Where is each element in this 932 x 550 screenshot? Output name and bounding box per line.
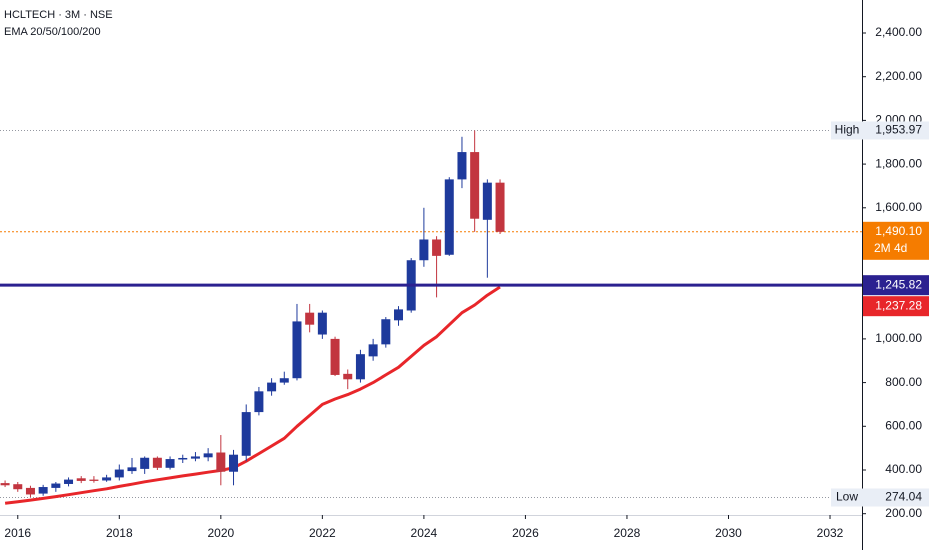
candle-body (279, 378, 289, 383)
y-tick-label: 800.00 (885, 375, 922, 389)
candle-body (140, 457, 150, 469)
x-tick-label: 2016 (4, 526, 31, 540)
low-name: Low (836, 490, 858, 504)
ema-label-box (863, 296, 929, 317)
ema-label: 1,237.28 (875, 298, 922, 312)
candle-body (495, 182, 505, 232)
candle-body (38, 487, 48, 494)
chart-subtitle: EMA 20/50/100/200 (4, 26, 101, 38)
candle-body (419, 239, 429, 261)
y-tick-label: 400.00 (885, 462, 922, 476)
low-label-box (863, 488, 929, 507)
x-tick-label: 2018 (106, 526, 133, 540)
candle-body (203, 453, 213, 458)
candle-body (64, 479, 74, 484)
candle-body (102, 477, 112, 481)
candle-body (292, 321, 302, 379)
candle-body (254, 391, 264, 413)
candle-body (25, 487, 35, 495)
y-tick-label: 200.00 (885, 506, 922, 520)
candle-body (330, 338, 340, 375)
candle-body (444, 179, 454, 255)
ema-line (4, 285, 501, 505)
x-tick-label: 2022 (309, 526, 336, 540)
candle-body (267, 382, 277, 392)
last-price-label: 1,490.10 (875, 224, 922, 238)
candle-body (89, 479, 99, 481)
candle-body (317, 312, 327, 335)
high-name: High (835, 123, 860, 137)
x-tick-label: 2028 (614, 526, 641, 540)
last-price-box (863, 221, 929, 260)
candle-body (355, 354, 365, 380)
high-label-box (863, 121, 929, 140)
y-tick-label: 2,400.00 (875, 25, 922, 39)
y-tick-label: 600.00 (885, 418, 922, 432)
chart-title: HCLTECH · 3M · NSE (4, 9, 113, 21)
price-line-label: 1,245.82 (875, 277, 922, 291)
candle-body (457, 152, 467, 180)
high-label: 1,953.97 (875, 123, 922, 137)
x-tick-label: 2024 (411, 526, 438, 540)
x-tick-label: 2032 (817, 526, 844, 540)
candle-body (0, 483, 10, 486)
candle-body (178, 457, 188, 460)
candle-body (229, 454, 239, 472)
candle-body (165, 459, 175, 468)
candle-body (190, 456, 200, 459)
candle-body (152, 457, 162, 468)
low-name-box (831, 488, 863, 507)
x-tick-label: 2026 (512, 526, 539, 540)
x-tick-label: 2020 (207, 526, 234, 540)
candle-body (305, 312, 315, 325)
candle-body (343, 373, 353, 380)
y-tick-label: 1,000.00 (875, 331, 922, 345)
candle-body (432, 239, 442, 256)
candle-body (394, 309, 404, 321)
y-tick-label: 1,800.00 (875, 156, 922, 170)
x-tick-label: 2030 (715, 526, 742, 540)
candle-body (127, 467, 137, 472)
y-tick-label: 2,200.00 (875, 69, 922, 83)
candle-body (76, 478, 86, 481)
candle-body (482, 182, 492, 220)
last-price-countdown: 2M 4d (874, 241, 907, 255)
y-tick-label: 1,600.00 (875, 200, 922, 214)
candle-body (216, 452, 226, 472)
candle-body (241, 412, 251, 456)
low-label: 274.04 (885, 490, 922, 504)
candle-body (51, 483, 61, 488)
high-name-box (831, 121, 863, 140)
candle-body (381, 319, 391, 345)
price-line-box (863, 275, 929, 296)
candle-body (13, 484, 23, 490)
candle-body (470, 152, 480, 219)
candle-body (368, 344, 378, 357)
candle-body (114, 469, 124, 478)
